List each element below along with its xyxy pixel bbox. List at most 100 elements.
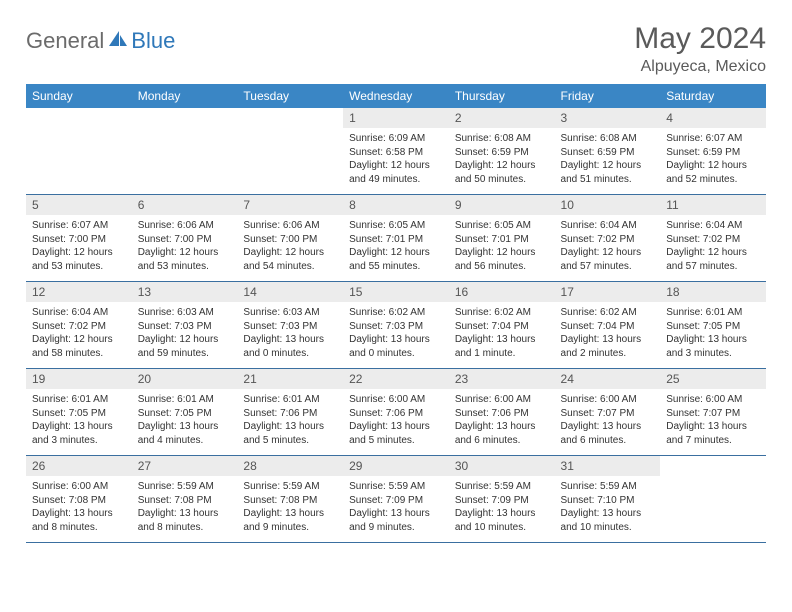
calendar-table: Sunday Monday Tuesday Wednesday Thursday…	[26, 84, 766, 543]
sunrise-line: Sunrise: 6:00 AM	[455, 393, 549, 407]
day-number: 1	[343, 108, 449, 128]
calendar-day-cell: .....	[132, 108, 238, 195]
day-number: 30	[449, 456, 555, 476]
daylight-line: and 6 minutes.	[455, 434, 549, 448]
brand-logo: General Blue	[26, 22, 175, 54]
sunset-line: Sunset: 7:02 PM	[666, 233, 760, 247]
day-number: 12	[26, 282, 132, 302]
day-number: 29	[343, 456, 449, 476]
sunset-line: Sunset: 7:03 PM	[349, 320, 443, 334]
calendar-day-cell: 23Sunrise: 6:00 AMSunset: 7:06 PMDayligh…	[449, 369, 555, 456]
sunset-line: Sunset: 7:08 PM	[243, 494, 337, 508]
daylight-line: and 54 minutes.	[243, 260, 337, 274]
sunset-line: Sunset: 7:08 PM	[32, 494, 126, 508]
daylight-line: and 57 minutes.	[666, 260, 760, 274]
sunset-line: Sunset: 7:06 PM	[243, 407, 337, 421]
day-details: Sunrise: 6:01 AMSunset: 7:05 PMDaylight:…	[660, 302, 766, 368]
location-label: Alpuyeca, Mexico	[634, 58, 766, 76]
daylight-line: Daylight: 13 hours	[32, 420, 126, 434]
sunrise-line: Sunrise: 5:59 AM	[138, 480, 232, 494]
day-details: Sunrise: 6:03 AMSunset: 7:03 PMDaylight:…	[237, 302, 343, 368]
daylight-line: and 5 minutes.	[349, 434, 443, 448]
page-header: General Blue May 2024 Alpuyeca, Mexico	[26, 22, 766, 76]
day-number: 16	[449, 282, 555, 302]
day-number: 17	[555, 282, 661, 302]
day-details: Sunrise: 6:07 AMSunset: 7:00 PMDaylight:…	[26, 215, 132, 281]
day-number: 2	[449, 108, 555, 128]
sunrise-line: Sunrise: 6:05 AM	[349, 219, 443, 233]
daylight-line: Daylight: 13 hours	[32, 507, 126, 521]
calendar-week-row: 5Sunrise: 6:07 AMSunset: 7:00 PMDaylight…	[26, 195, 766, 282]
sunset-line: Sunset: 7:03 PM	[138, 320, 232, 334]
day-details: Sunrise: 6:02 AMSunset: 7:03 PMDaylight:…	[343, 302, 449, 368]
calendar-day-cell: 25Sunrise: 6:00 AMSunset: 7:07 PMDayligh…	[660, 369, 766, 456]
daylight-line: and 6 minutes.	[561, 434, 655, 448]
calendar-day-cell: 6Sunrise: 6:06 AMSunset: 7:00 PMDaylight…	[132, 195, 238, 282]
weekday-header: Monday	[132, 84, 238, 108]
day-number: 7	[237, 195, 343, 215]
daylight-line: Daylight: 12 hours	[243, 246, 337, 260]
sunrise-line: Sunrise: 6:06 AM	[138, 219, 232, 233]
calendar-week-row: 12Sunrise: 6:04 AMSunset: 7:02 PMDayligh…	[26, 282, 766, 369]
day-number: 8	[343, 195, 449, 215]
sunrise-line: Sunrise: 6:03 AM	[138, 306, 232, 320]
daylight-line: and 0 minutes.	[243, 347, 337, 361]
daylight-line: Daylight: 12 hours	[561, 246, 655, 260]
sunrise-line: Sunrise: 5:59 AM	[349, 480, 443, 494]
day-number: 5	[26, 195, 132, 215]
daylight-line: and 56 minutes.	[455, 260, 549, 274]
calendar-day-cell: 5Sunrise: 6:07 AMSunset: 7:00 PMDaylight…	[26, 195, 132, 282]
day-details: Sunrise: 6:06 AMSunset: 7:00 PMDaylight:…	[237, 215, 343, 281]
calendar-day-cell: 26Sunrise: 6:00 AMSunset: 7:08 PMDayligh…	[26, 456, 132, 543]
sunset-line: Sunset: 7:06 PM	[349, 407, 443, 421]
day-number: 28	[237, 456, 343, 476]
daylight-line: and 53 minutes.	[32, 260, 126, 274]
daylight-line: and 53 minutes.	[138, 260, 232, 274]
calendar-week-row: ...............1Sunrise: 6:09 AMSunset: …	[26, 108, 766, 195]
calendar-day-cell: 8Sunrise: 6:05 AMSunset: 7:01 PMDaylight…	[343, 195, 449, 282]
daylight-line: and 10 minutes.	[455, 521, 549, 535]
calendar-day-cell: 24Sunrise: 6:00 AMSunset: 7:07 PMDayligh…	[555, 369, 661, 456]
day-details: Sunrise: 5:59 AMSunset: 7:09 PMDaylight:…	[343, 476, 449, 542]
sunrise-line: Sunrise: 6:00 AM	[666, 393, 760, 407]
sunset-line: Sunset: 7:05 PM	[32, 407, 126, 421]
sunset-line: Sunset: 7:07 PM	[666, 407, 760, 421]
sunset-line: Sunset: 6:58 PM	[349, 146, 443, 160]
calendar-day-cell: 4Sunrise: 6:07 AMSunset: 6:59 PMDaylight…	[660, 108, 766, 195]
day-number: 27	[132, 456, 238, 476]
day-number: 13	[132, 282, 238, 302]
day-number: 9	[449, 195, 555, 215]
calendar-day-cell: 7Sunrise: 6:06 AMSunset: 7:00 PMDaylight…	[237, 195, 343, 282]
sunrise-line: Sunrise: 6:01 AM	[32, 393, 126, 407]
sunset-line: Sunset: 7:10 PM	[561, 494, 655, 508]
daylight-line: Daylight: 13 hours	[243, 420, 337, 434]
day-details: Sunrise: 6:00 AMSunset: 7:07 PMDaylight:…	[660, 389, 766, 455]
daylight-line: and 58 minutes.	[32, 347, 126, 361]
daylight-line: Daylight: 13 hours	[666, 420, 760, 434]
daylight-line: and 8 minutes.	[32, 521, 126, 535]
day-details: Sunrise: 6:03 AMSunset: 7:03 PMDaylight:…	[132, 302, 238, 368]
weekday-header: Thursday	[449, 84, 555, 108]
calendar-day-cell: 14Sunrise: 6:03 AMSunset: 7:03 PMDayligh…	[237, 282, 343, 369]
daylight-line: and 59 minutes.	[138, 347, 232, 361]
weekday-header: Tuesday	[237, 84, 343, 108]
calendar-day-cell: 16Sunrise: 6:02 AMSunset: 7:04 PMDayligh…	[449, 282, 555, 369]
day-details: Sunrise: 6:07 AMSunset: 6:59 PMDaylight:…	[660, 128, 766, 194]
day-details: Sunrise: 6:00 AMSunset: 7:07 PMDaylight:…	[555, 389, 661, 455]
calendar-day-cell: 30Sunrise: 5:59 AMSunset: 7:09 PMDayligh…	[449, 456, 555, 543]
brand-part2: Blue	[131, 28, 175, 54]
daylight-line: Daylight: 13 hours	[455, 507, 549, 521]
daylight-line: and 8 minutes.	[138, 521, 232, 535]
weekday-header: Friday	[555, 84, 661, 108]
calendar-day-cell: 17Sunrise: 6:02 AMSunset: 7:04 PMDayligh…	[555, 282, 661, 369]
daylight-line: Daylight: 13 hours	[243, 507, 337, 521]
title-block: May 2024 Alpuyeca, Mexico	[634, 22, 766, 76]
sunrise-line: Sunrise: 6:01 AM	[138, 393, 232, 407]
calendar-day-cell: 19Sunrise: 6:01 AMSunset: 7:05 PMDayligh…	[26, 369, 132, 456]
sunset-line: Sunset: 7:00 PM	[243, 233, 337, 247]
calendar-day-cell: 12Sunrise: 6:04 AMSunset: 7:02 PMDayligh…	[26, 282, 132, 369]
sunrise-line: Sunrise: 6:02 AM	[455, 306, 549, 320]
day-details: Sunrise: 6:02 AMSunset: 7:04 PMDaylight:…	[555, 302, 661, 368]
page-title: May 2024	[634, 22, 766, 56]
daylight-line: and 51 minutes.	[561, 173, 655, 187]
